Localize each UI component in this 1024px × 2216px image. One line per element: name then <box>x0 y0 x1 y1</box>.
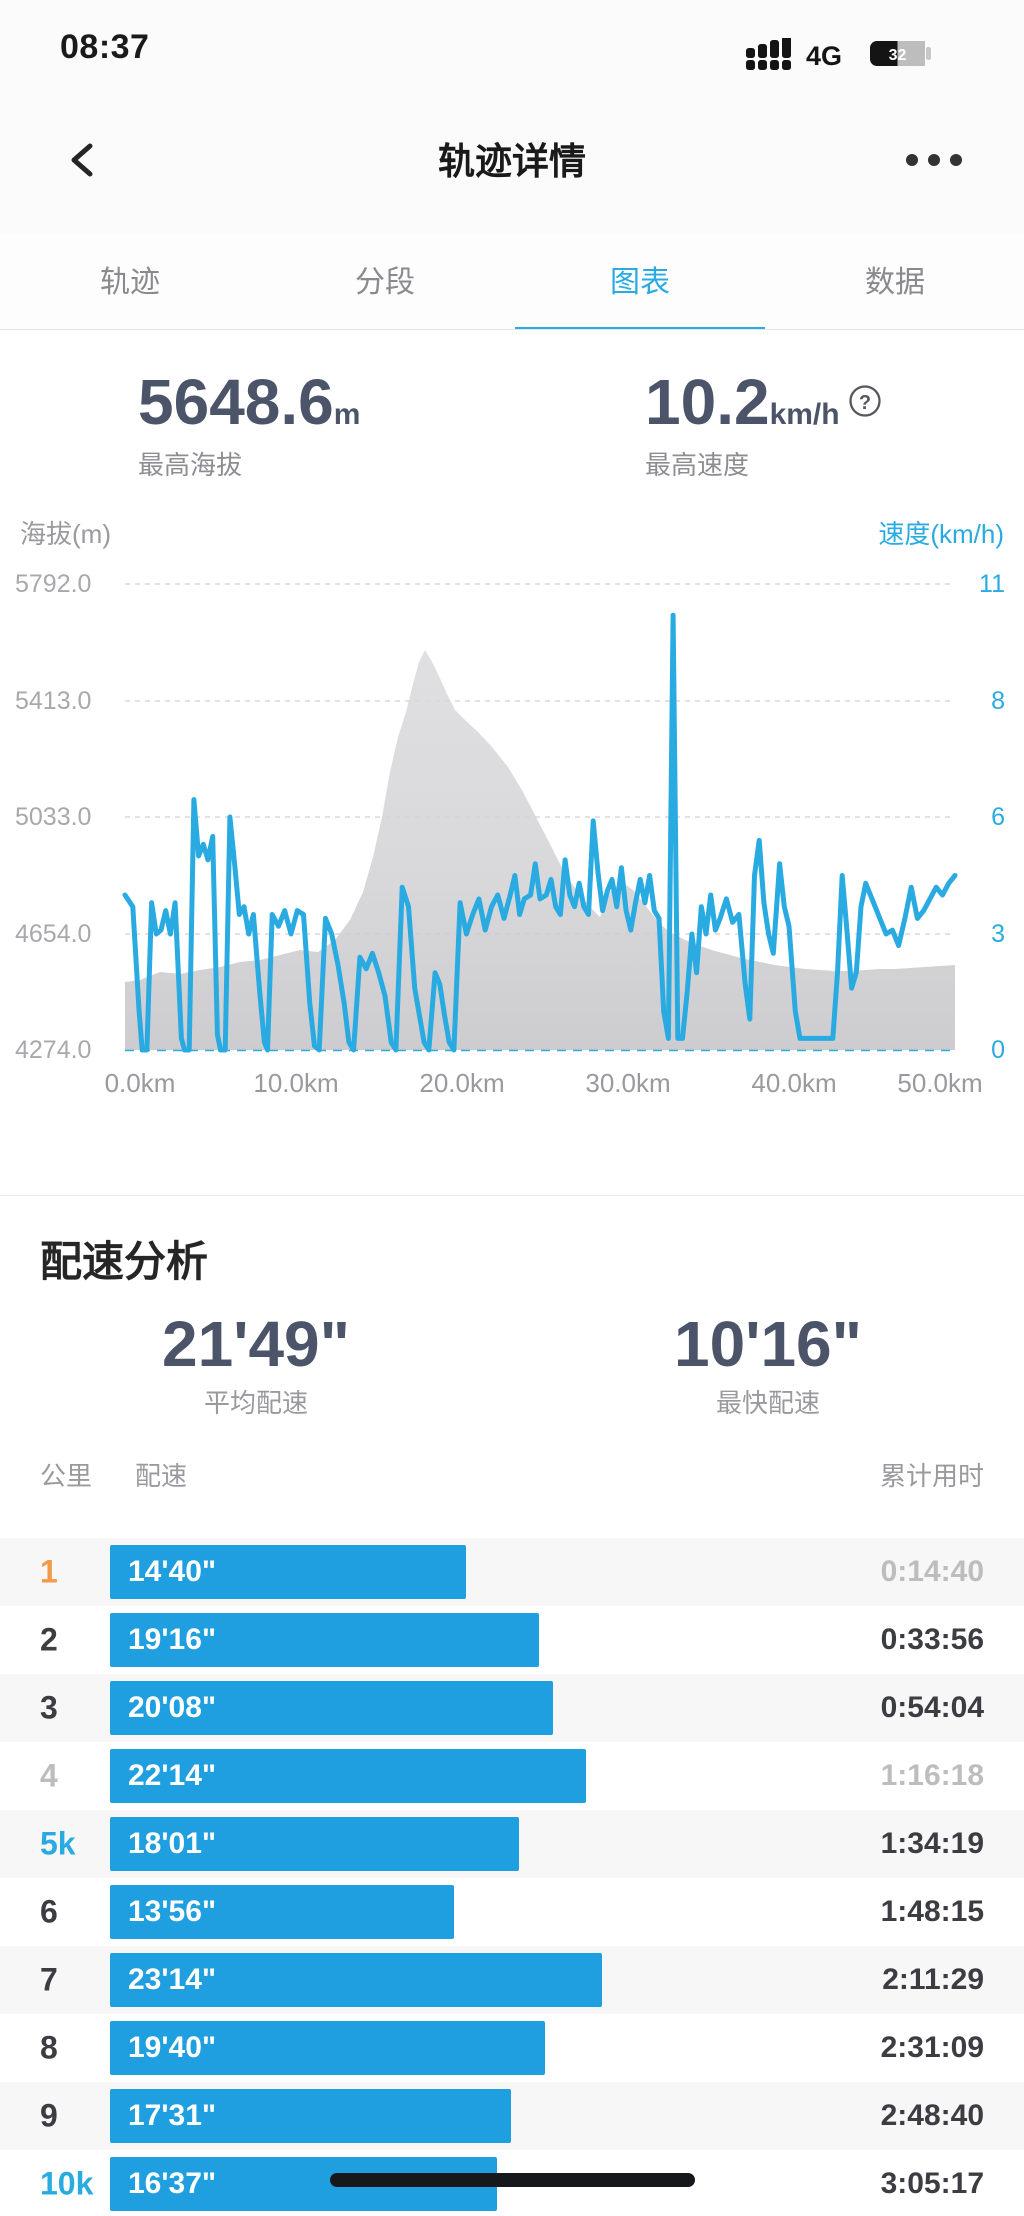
svg-text:11: 11 <box>979 570 1005 598</box>
svg-text:3: 3 <box>991 920 1005 948</box>
svg-text:6: 6 <box>991 803 1005 831</box>
svg-text:10.0km: 10.0km <box>253 1068 338 1098</box>
svg-text:0: 0 <box>991 1036 1005 1064</box>
svg-text:8: 8 <box>991 687 1005 715</box>
svg-text:5792.0: 5792.0 <box>15 570 91 598</box>
svg-text:32: 32 <box>889 47 907 64</box>
svg-text:0.0km: 0.0km <box>105 1068 176 1098</box>
svg-text:5033.0: 5033.0 <box>15 803 91 831</box>
svg-text:40.0km: 40.0km <box>751 1068 836 1098</box>
svg-text:?: ? <box>859 392 871 414</box>
svg-text:5413.0: 5413.0 <box>15 687 91 715</box>
svg-text:4274.0: 4274.0 <box>15 1036 91 1064</box>
svg-text:20.0km: 20.0km <box>419 1068 504 1098</box>
svg-text:50.0km: 50.0km <box>897 1068 982 1098</box>
svg-text:4654.0: 4654.0 <box>15 920 91 948</box>
svg-text:4G: 4G <box>806 41 842 71</box>
svg-text:30.0km: 30.0km <box>585 1068 670 1098</box>
